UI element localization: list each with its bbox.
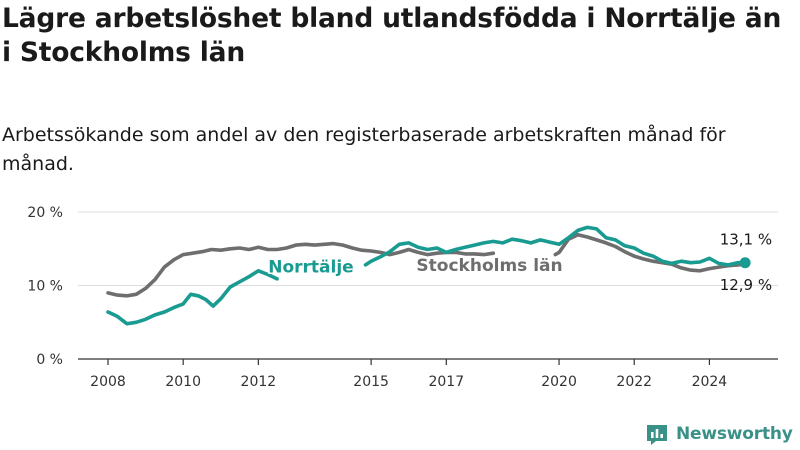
- chart-series-labels: Stockholms län Norrtälje 13,1 % 12,9 %: [267, 231, 772, 294]
- x-tick-label: 2024: [692, 374, 728, 390]
- series-label-stockholms-lan: Stockholms län: [416, 256, 562, 276]
- series-line-norrtalje-1: [363, 225, 747, 267]
- x-tick-label: 2017: [428, 374, 464, 390]
- bar-chart-icon: [647, 425, 667, 445]
- x-axis: 2008 2010 2012 2015 2017 2020 2022 2024: [78, 358, 778, 390]
- series-label-norrtalje: Norrtälje: [268, 257, 353, 277]
- chart-title: Lägre arbetslöshet bland utlandsfödda i …: [2, 3, 782, 68]
- newsworthy-logo: Newsworthy: [645, 421, 793, 447]
- y-tick-label: 20 %: [27, 205, 63, 221]
- norrtalje-end-label: 13,1 %: [720, 231, 772, 249]
- chart-subtitle: Arbetssökande som andel av den registerb…: [2, 124, 726, 175]
- y-axis-ticks: 0 % 10 % 20 %: [27, 205, 63, 368]
- stockholms-lan-end-label: 12,9 %: [720, 276, 772, 294]
- chart-gridlines: [78, 211, 778, 286]
- y-tick-label: 0 %: [36, 352, 63, 368]
- y-tick-label: 10 %: [27, 279, 63, 295]
- series-line-norrtalje-0: [106, 269, 279, 326]
- series-line-stockholms-lan-0: [106, 241, 496, 298]
- series-line-stockholms-lan-1: [553, 233, 747, 273]
- x-tick-label: 2012: [241, 374, 277, 390]
- x-tick-label: 2022: [616, 374, 652, 390]
- x-tick-label: 2010: [165, 374, 201, 390]
- norrtalje-end-marker: [739, 257, 751, 269]
- brand-name: Newsworthy: [676, 424, 793, 444]
- chart-series-lines: [106, 225, 747, 326]
- x-tick-label: 2015: [353, 374, 389, 390]
- x-tick-label: 2008: [90, 374, 126, 390]
- x-tick-label: 2020: [541, 374, 577, 390]
